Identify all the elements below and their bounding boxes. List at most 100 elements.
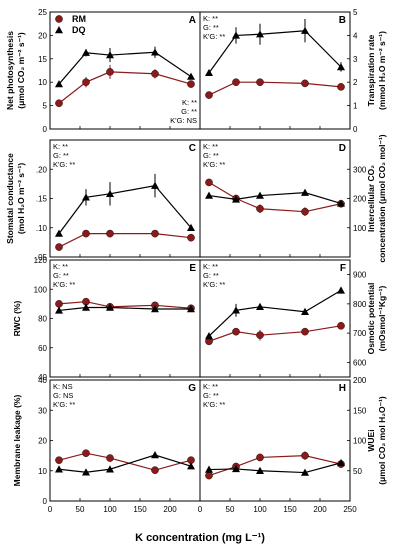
y-axis-label: (mol H₂O m⁻² s⁻¹) xyxy=(16,163,26,234)
y-axis-label: Membrane leakage (%) xyxy=(12,395,22,487)
data-point-rm xyxy=(337,322,345,330)
series-line-dq xyxy=(58,51,192,85)
y-axis-label: (mmol H₂O m⁻² s⁻¹) xyxy=(377,31,387,110)
data-point-rm xyxy=(256,204,264,213)
data-point-dq xyxy=(337,199,345,207)
y-axis-label: Osmotic potential xyxy=(366,283,376,355)
y-tick-label: 2 xyxy=(353,78,358,87)
y-tick-label: 1 xyxy=(353,102,358,111)
panel-letter: D xyxy=(339,143,346,154)
data-point-rm xyxy=(232,327,240,336)
legend-marker-rm xyxy=(55,15,63,23)
y-axis-label: (μmol CO₂ m⁻² s⁻¹) xyxy=(16,32,26,109)
panel-h: 0 50 100 150 200 250 50 100 150 200 WUEi (μmol CO₂ … xyxy=(198,376,387,514)
data-point-rm xyxy=(205,178,213,187)
y-tick-label: .10 xyxy=(36,224,48,233)
stats-label: G: ** xyxy=(203,151,219,160)
legend-marker-dq xyxy=(55,26,63,34)
y-tick-label: .20 xyxy=(36,165,48,174)
series-line-dq xyxy=(58,454,192,473)
y-tick-label: 100 xyxy=(353,437,367,446)
x-tick-label: 50 xyxy=(76,505,85,514)
y-tick-label: 50 xyxy=(353,467,362,476)
y-axis-label: Intercellular CO₂ xyxy=(366,165,376,232)
panel-letter: B xyxy=(339,15,346,26)
data-point-dq xyxy=(301,307,309,315)
data-point-dq xyxy=(151,181,159,189)
y-tick-label: 40 xyxy=(38,376,47,385)
stats-label: K: NS xyxy=(53,382,73,391)
data-point-rm xyxy=(55,456,63,464)
y-axis-label: Stomatal conductance xyxy=(5,153,15,244)
data-point-rm xyxy=(187,233,195,242)
y-tick-label: 0 xyxy=(43,125,48,134)
stats-label: G: ** xyxy=(53,151,69,160)
data-point-rm xyxy=(337,83,345,91)
panel-letter: E xyxy=(189,263,196,274)
data-point-rm xyxy=(151,69,159,78)
plot-frame xyxy=(199,139,351,258)
data-point-dq xyxy=(55,465,63,473)
series-line-rm xyxy=(208,455,342,477)
panel-c: .05 .10 .15 .20 Stomatal conductance (mol H₂O… xyxy=(5,139,201,262)
x-axis-label: K concentration (mg L⁻¹) xyxy=(135,532,265,544)
series-line-rm xyxy=(208,325,342,342)
y-axis-label: concentration (μmol CO₂ mol⁻¹) xyxy=(377,134,387,262)
stats-label: G: ** xyxy=(203,391,219,400)
data-point-dq xyxy=(205,332,213,340)
stats-label: K'G: ** xyxy=(203,280,225,289)
stats-label: K: ** xyxy=(53,142,68,151)
series-line-dq xyxy=(208,30,342,74)
data-point-dq xyxy=(82,193,90,201)
x-tick-label: 0 xyxy=(48,505,53,514)
stats-label: K'G: ** xyxy=(53,400,75,409)
plot-frame xyxy=(199,259,351,378)
data-point-rm xyxy=(82,449,90,458)
x-tick-label: 150 xyxy=(133,505,147,514)
panel-e: 40 60 80 100 120 RWC (%) E K: **G: **K'G: ** xyxy=(12,256,201,382)
data-point-dq xyxy=(187,223,195,231)
data-point-dq xyxy=(337,286,345,294)
y-tick-label: 10 xyxy=(38,467,47,476)
x-tick-label: 100 xyxy=(253,505,267,514)
data-point-dq xyxy=(151,451,159,459)
panel-letter: G xyxy=(188,383,196,394)
x-tick-label: 150 xyxy=(283,505,297,514)
stats-label: G: NS xyxy=(53,391,73,400)
data-point-dq xyxy=(205,191,213,199)
stats-label: K: ** xyxy=(203,262,218,271)
data-point-dq xyxy=(82,303,90,311)
panel-g: 0 50 100 150 200 0 10 20 30 40 Membrane leakage (%… xyxy=(12,376,201,514)
data-point-dq xyxy=(187,304,195,313)
stats-label: K: ** xyxy=(53,262,68,271)
panel-letter: C xyxy=(189,143,196,154)
data-point-rm xyxy=(151,466,159,474)
stats-label: K'G: ** xyxy=(203,160,225,169)
data-point-rm xyxy=(205,91,213,99)
data-point-dq xyxy=(256,302,264,310)
y-axis-label: Transpiration rate xyxy=(366,34,376,106)
x-tick-label: 200 xyxy=(313,505,327,514)
plot-frame xyxy=(199,379,351,502)
series-line-rm xyxy=(208,81,342,96)
data-point-dq xyxy=(187,462,195,470)
data-point-dq xyxy=(55,229,63,237)
data-point-dq xyxy=(106,51,114,59)
y-tick-label: 20 xyxy=(38,31,47,40)
y-tick-label: 60 xyxy=(38,344,47,353)
y-tick-label: 0 xyxy=(353,125,358,134)
x-tick-label: 200 xyxy=(163,505,177,514)
y-tick-label: 0 xyxy=(43,497,48,506)
stats-label: K: ** xyxy=(203,142,218,151)
data-point-dq xyxy=(232,31,240,39)
panel-letter: A xyxy=(189,15,196,26)
y-tick-label: 300 xyxy=(353,165,367,174)
x-tick-label: 0 xyxy=(198,505,203,514)
data-point-dq xyxy=(187,72,195,80)
panel-b: 0 1 2 3 4 5 Transpiration rate (mmol H₂O m⁻² s⁻… xyxy=(199,8,387,134)
y-axis-label: Net photosynthesis xyxy=(5,31,15,110)
y-axis-label: (μmol CO₂ mol H₂O⁻¹) xyxy=(377,396,387,485)
legend-label-dq: DQ xyxy=(72,25,86,35)
plot-frame xyxy=(49,139,201,258)
data-point-rm xyxy=(187,80,195,88)
